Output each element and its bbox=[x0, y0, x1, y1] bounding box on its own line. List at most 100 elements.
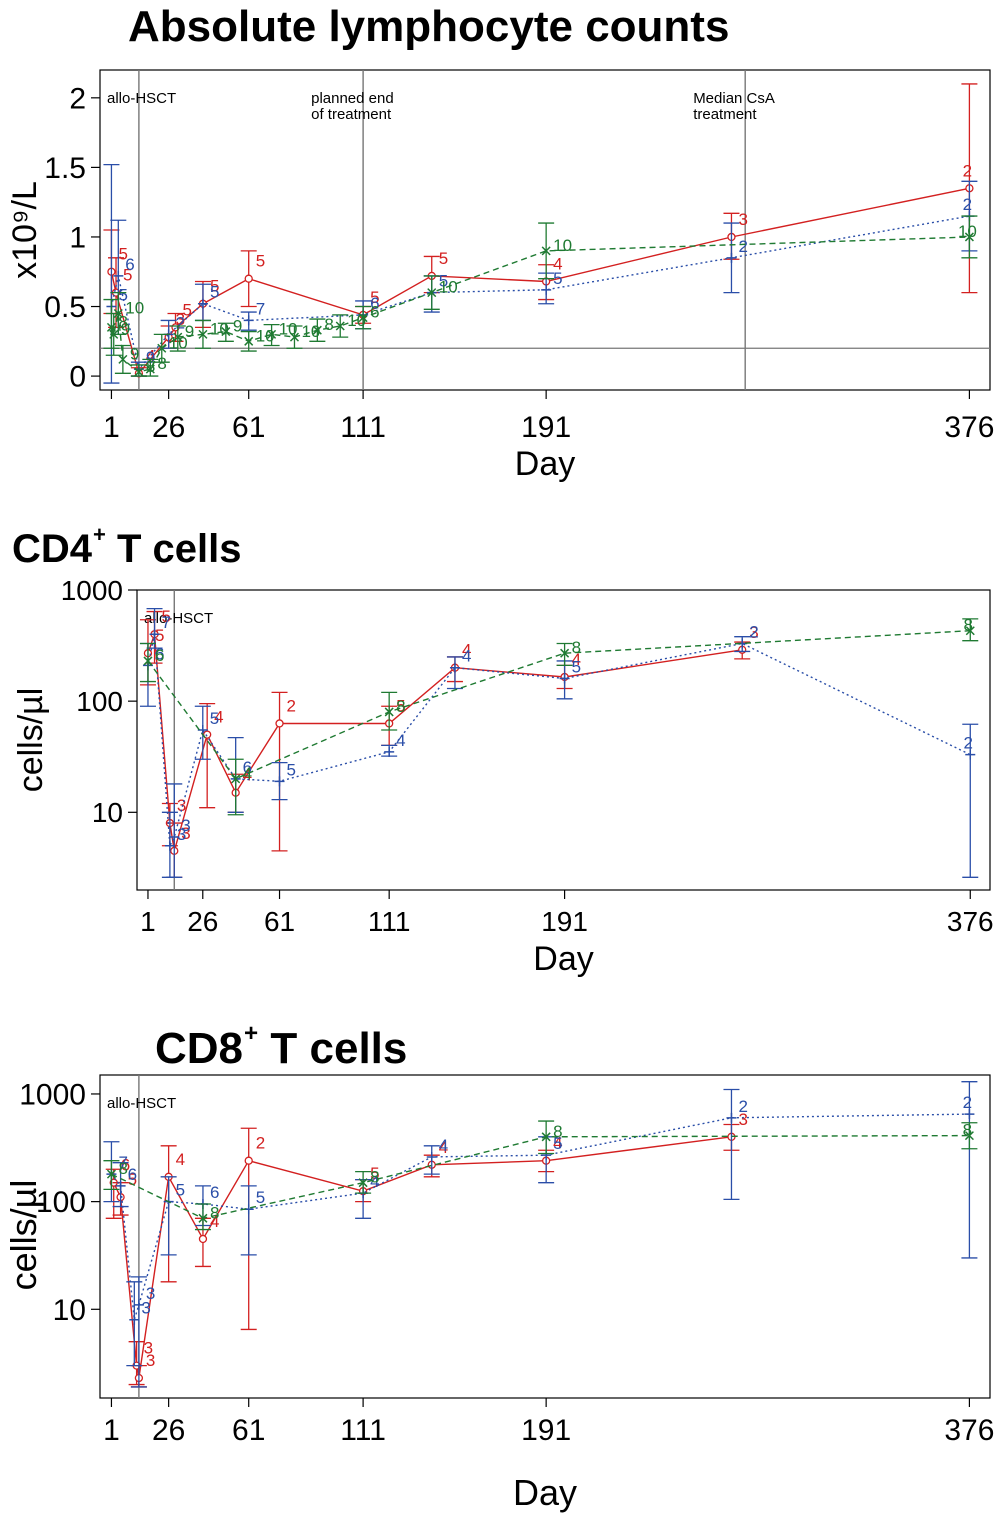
y-tick-label: 2 bbox=[69, 82, 86, 115]
sample-size-label: 5 bbox=[210, 709, 219, 728]
sample-size-label: 5 bbox=[287, 760, 296, 779]
sample-size-label: 6 bbox=[370, 303, 379, 322]
sample-size-label: 10 bbox=[553, 236, 572, 255]
sample-size-label: 5 bbox=[155, 626, 164, 645]
sample-size-label: 10 bbox=[958, 222, 977, 241]
data-point bbox=[559, 673, 570, 684]
sample-size-label: 2 bbox=[256, 1134, 265, 1153]
data-point bbox=[358, 1178, 368, 1188]
x-tick-label: 376 bbox=[944, 411, 994, 444]
sample-size-label: 9 bbox=[130, 344, 139, 363]
sample-size-label: 6 bbox=[155, 646, 164, 665]
series-line bbox=[147, 634, 971, 849]
sample-size-label: 4 bbox=[553, 254, 562, 273]
data-point bbox=[173, 332, 183, 342]
data-point bbox=[965, 626, 975, 636]
sample-size-label: 3 bbox=[749, 623, 758, 642]
x-tick-label: 111 bbox=[340, 411, 386, 444]
sample-size-label: 5 bbox=[553, 1134, 562, 1153]
sample-size-label: 4 bbox=[243, 764, 252, 783]
sample-size-label: 8 bbox=[572, 638, 581, 657]
sample-size-label: 6 bbox=[370, 294, 379, 313]
reference-line-label-line: allo-HSCT bbox=[144, 610, 213, 627]
sample-size-label: 10 bbox=[301, 322, 320, 341]
data-point bbox=[312, 325, 322, 335]
chart-title-superscript: + bbox=[244, 1020, 259, 1047]
x-tick-label: 1 bbox=[140, 906, 156, 937]
data-point bbox=[169, 831, 180, 842]
y-tick-label: 10 bbox=[53, 1294, 86, 1327]
reference-line-label-line: allo-HSCT bbox=[107, 1095, 176, 1112]
data-point bbox=[197, 298, 208, 309]
sample-size-label: 4 bbox=[462, 647, 471, 666]
sample-size-label: 5 bbox=[210, 277, 219, 296]
sample-size-label: 8 bbox=[964, 616, 973, 635]
y-tick-label: 10 bbox=[92, 797, 123, 828]
data-point bbox=[198, 1213, 208, 1223]
sample-size-label: 4 bbox=[146, 346, 155, 365]
sample-size-label: 3 bbox=[181, 824, 190, 843]
sample-size-label: 3 bbox=[738, 1110, 747, 1129]
data-point bbox=[231, 774, 241, 784]
y-axis-label: x10⁹/L bbox=[6, 181, 44, 279]
data-point bbox=[726, 1112, 737, 1123]
series-line bbox=[110, 236, 970, 373]
sample-size-label: 5 bbox=[370, 1164, 379, 1183]
data-point bbox=[145, 364, 155, 374]
data-point bbox=[143, 656, 153, 666]
data-point bbox=[964, 1109, 975, 1120]
sample-size-label: 3 bbox=[177, 825, 186, 844]
sample-size-label: 4 bbox=[176, 1150, 185, 1169]
sample-size-label: 8 bbox=[396, 697, 405, 716]
data-point bbox=[134, 367, 144, 377]
data-point bbox=[197, 725, 208, 736]
sample-size-label: 8 bbox=[210, 1203, 219, 1222]
y-tick-label: 0 bbox=[69, 361, 86, 394]
chart-plot-absolute-lymphocytes: 1 26 61 111 191 37600.511.52Dayx10⁹/Lallo-HSC… bbox=[6, 69, 994, 483]
sample-size-label: 8 bbox=[324, 315, 333, 334]
sample-size-label: 9 bbox=[146, 348, 155, 367]
sample-size-label: 4 bbox=[553, 1134, 562, 1153]
x-tick-label: 376 bbox=[944, 1414, 994, 1447]
x-tick-label: 111 bbox=[340, 1414, 386, 1447]
data-point bbox=[221, 327, 231, 337]
sample-size-label: 2 bbox=[963, 195, 972, 214]
sample-size-label: 5 bbox=[123, 266, 132, 285]
reference-line-label: allo-HSCT bbox=[107, 1095, 176, 1112]
sample-size-label: 8 bbox=[370, 1168, 379, 1187]
chart-panel-cd8: CD8+ T cells 1 26 61 111 191 376 10 100 1000 Day c… bbox=[0, 1000, 1000, 1521]
x-tick-label: 26 bbox=[152, 411, 185, 444]
sample-size-label: 4 bbox=[462, 641, 471, 660]
data-point bbox=[289, 332, 300, 342]
data-point bbox=[244, 336, 254, 346]
sample-size-label: 2 bbox=[964, 734, 973, 753]
sample-size-label: 8 bbox=[553, 1122, 562, 1141]
y-axis-label: cells/µl bbox=[12, 688, 50, 793]
sample-size-label: 3 bbox=[146, 1351, 155, 1370]
sample-size-label: 5 bbox=[118, 245, 127, 264]
y-axis-label: cells/µl bbox=[3, 1180, 44, 1291]
sample-size-label: 4 bbox=[214, 708, 223, 727]
data-point bbox=[965, 749, 976, 760]
x-axis-label: Day bbox=[513, 1472, 577, 1513]
chart-title-text: Absolute lymphocyte counts bbox=[128, 2, 730, 51]
x-tick-label: 111 bbox=[368, 906, 411, 937]
sample-size-label: 5 bbox=[370, 288, 379, 307]
data-point bbox=[541, 284, 552, 295]
y-tick-label: 100 bbox=[76, 686, 123, 717]
data-point bbox=[560, 648, 570, 658]
y-tick-label: 1000 bbox=[19, 1078, 86, 1111]
x-tick-label: 1 bbox=[103, 1414, 120, 1447]
data-point bbox=[358, 313, 368, 323]
y-tick-label: 100 bbox=[36, 1186, 86, 1219]
x-axis-label: Day bbox=[515, 445, 575, 483]
plot-frame bbox=[99, 69, 991, 391]
y-tick-label: 0.5 bbox=[44, 291, 86, 324]
sample-size-label: 10 bbox=[256, 326, 275, 345]
sample-size-label: 6 bbox=[125, 255, 134, 274]
sample-size-label: 9 bbox=[185, 322, 194, 341]
x-tick-label: 61 bbox=[232, 411, 265, 444]
x-tick-label: 376 bbox=[947, 906, 994, 937]
sample-size-label: 7 bbox=[256, 299, 265, 318]
sample-size-label: 6 bbox=[121, 1156, 130, 1175]
